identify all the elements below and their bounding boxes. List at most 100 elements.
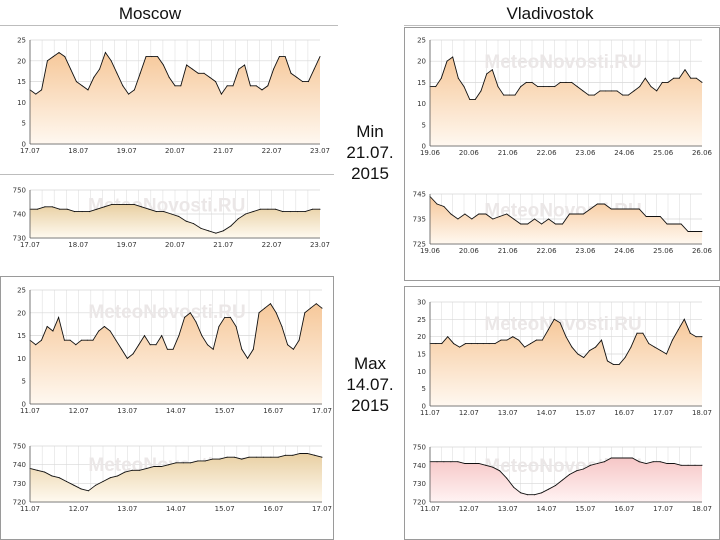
data-point (447, 336, 449, 338)
data-point (520, 223, 522, 225)
x-tick-label: 25.06 (653, 247, 674, 255)
data-point (74, 211, 76, 213)
x-tick-label: 15.07 (575, 409, 595, 417)
data-point (701, 336, 703, 338)
x-tick-label: 17.07 (312, 407, 332, 415)
data-point (306, 453, 308, 454)
data-point (694, 231, 696, 232)
data-point (610, 208, 612, 210)
data-point (464, 213, 466, 215)
data-point (569, 474, 570, 475)
data-point (465, 343, 466, 345)
data-point (499, 470, 501, 472)
data-point (66, 208, 68, 210)
y-tick-label: 5 (22, 378, 26, 386)
data-point (471, 463, 473, 464)
data-point (87, 89, 89, 91)
data-point (678, 77, 680, 79)
data-point (138, 344, 140, 346)
y-tick-label: 20 (17, 309, 26, 317)
data-point (659, 216, 661, 217)
y-tick-label: 15 (417, 79, 426, 87)
data-point (627, 94, 629, 96)
data-point (36, 469, 38, 471)
data-point (93, 76, 95, 78)
x-tick-label: 21.06 (498, 247, 519, 255)
data-point (555, 223, 556, 225)
data-point (190, 462, 192, 464)
data-point (527, 223, 529, 225)
data-point (582, 213, 584, 215)
data-point (571, 81, 573, 83)
data-point (215, 81, 217, 83)
data-point (485, 464, 487, 466)
data-point (51, 206, 53, 208)
data-point (677, 329, 679, 331)
max-date-day: 14.07. (346, 375, 394, 394)
data-point (642, 332, 644, 334)
data-point (630, 346, 632, 348)
data-point (596, 203, 598, 205)
x-tick-label: 12.07 (459, 505, 479, 513)
watermark: MeteoNovosti.RU (484, 52, 641, 73)
data-point (464, 463, 466, 464)
x-tick-label: 14.07 (537, 505, 557, 513)
data-point (583, 357, 585, 358)
data-point (497, 86, 499, 88)
data-point (671, 339, 673, 341)
data-point (249, 85, 251, 87)
data-point (446, 60, 448, 62)
data-point (631, 208, 633, 210)
data-point (576, 86, 578, 88)
x-tick-label: 17.07 (312, 505, 332, 513)
data-point (441, 343, 443, 345)
data-point (476, 343, 478, 345)
data-point (193, 223, 195, 225)
data-point (178, 335, 180, 337)
x-tick-label: 14.07 (166, 407, 186, 415)
data-point (645, 463, 647, 464)
data-point (46, 326, 48, 327)
data-point (638, 461, 640, 463)
data-point (201, 335, 203, 337)
x-tick-label: 12.07 (459, 409, 479, 417)
data-point (589, 464, 591, 466)
data-point (518, 339, 520, 341)
x-tick-label: 11.07 (20, 407, 40, 415)
data-point (46, 60, 48, 62)
data-point (639, 86, 641, 88)
x-tick-label: 21.07 (213, 147, 233, 155)
data-point (622, 94, 624, 96)
y-tick-label: 20 (17, 57, 26, 65)
data-point (122, 85, 124, 87)
data-point (270, 303, 271, 305)
data-point (687, 231, 689, 232)
data-point (189, 312, 191, 314)
x-tick-label: 19.07 (117, 147, 137, 155)
data-point (267, 85, 269, 87)
data-point (506, 339, 508, 341)
area-fill (430, 196, 702, 244)
data-point (652, 216, 654, 217)
data-point (648, 343, 650, 345)
data-point (175, 462, 177, 464)
data-point (617, 457, 619, 459)
y-tick-label: 725 (413, 241, 426, 249)
area-fill (30, 52, 320, 144)
y-tick-label: 735 (413, 216, 426, 224)
data-point (207, 344, 208, 346)
data-point (289, 211, 291, 213)
y-tick-label: 0 (22, 401, 26, 409)
data-point (215, 232, 217, 234)
x-tick-label: 13.07 (117, 505, 137, 513)
data-point (263, 456, 265, 458)
data-point (277, 456, 279, 458)
area-fill (30, 303, 322, 404)
data-point (453, 343, 455, 345)
data-point (492, 218, 494, 220)
data-point (141, 206, 142, 208)
data-point (144, 335, 145, 337)
data-point (92, 339, 94, 341)
